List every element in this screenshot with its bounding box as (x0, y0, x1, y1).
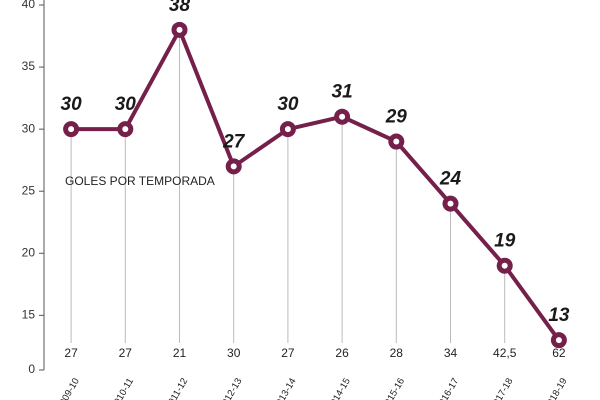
x-tick-label: 2017-18 (489, 376, 516, 400)
point-center (447, 200, 454, 207)
row-value: 34 (444, 346, 458, 360)
point-center (393, 138, 400, 145)
x-tick-label: 2009-10 (55, 376, 82, 400)
data-label: 30 (61, 94, 83, 115)
data-label: 30 (115, 94, 137, 115)
point-center (176, 26, 183, 33)
row-value: 21 (173, 346, 187, 360)
x-tick-label: 2016-17 (434, 376, 461, 400)
y-tick-label: 0 (28, 362, 35, 376)
row-value: 27 (119, 346, 133, 360)
y-tick-label: 25 (22, 183, 36, 197)
y-tick-label: 20 (22, 245, 36, 259)
data-label: 30 (277, 94, 299, 115)
point-center (284, 126, 291, 133)
x-tick-label: 2011-12 (164, 376, 191, 400)
data-label: 29 (385, 107, 408, 128)
row-value: 26 (335, 346, 349, 360)
x-tick-label: 2018-19 (543, 376, 570, 400)
x-tick-label: 2014-15 (326, 376, 353, 400)
data-label: 31 (332, 82, 353, 103)
row-value: 27 (281, 346, 295, 360)
point-center (122, 126, 129, 133)
data-label: 19 (494, 231, 516, 252)
data-label: 24 (439, 169, 462, 190)
y-tick-label: 30 (22, 121, 36, 135)
point-center (68, 126, 75, 133)
data-label: 38 (169, 0, 191, 16)
x-tick-label: 2015-16 (380, 376, 407, 400)
row-value: 42,5 (493, 346, 517, 360)
y-tick-label: 35 (22, 59, 36, 73)
line (71, 27, 561, 342)
y-tick-label: 40 (22, 0, 36, 11)
x-tick-label: 2012-13 (218, 376, 245, 400)
point-center (339, 113, 346, 120)
x-tick-label: 2013-14 (272, 376, 299, 400)
point-center (501, 262, 508, 269)
row-value: 62 (552, 346, 566, 360)
annotation: GOLES POR TEMPORADA (65, 174, 215, 188)
y-tick-label: 15 (22, 308, 36, 322)
data-label: 13 (548, 305, 570, 326)
row-value: 27 (64, 346, 78, 360)
data-label: 27 (222, 131, 246, 152)
point-center (230, 163, 237, 170)
background-layer (70, 29, 560, 343)
row-value: 28 (390, 346, 404, 360)
row-value: 30 (227, 346, 241, 360)
point-center (555, 337, 562, 344)
x-tick-label: 2010-11 (109, 376, 136, 400)
